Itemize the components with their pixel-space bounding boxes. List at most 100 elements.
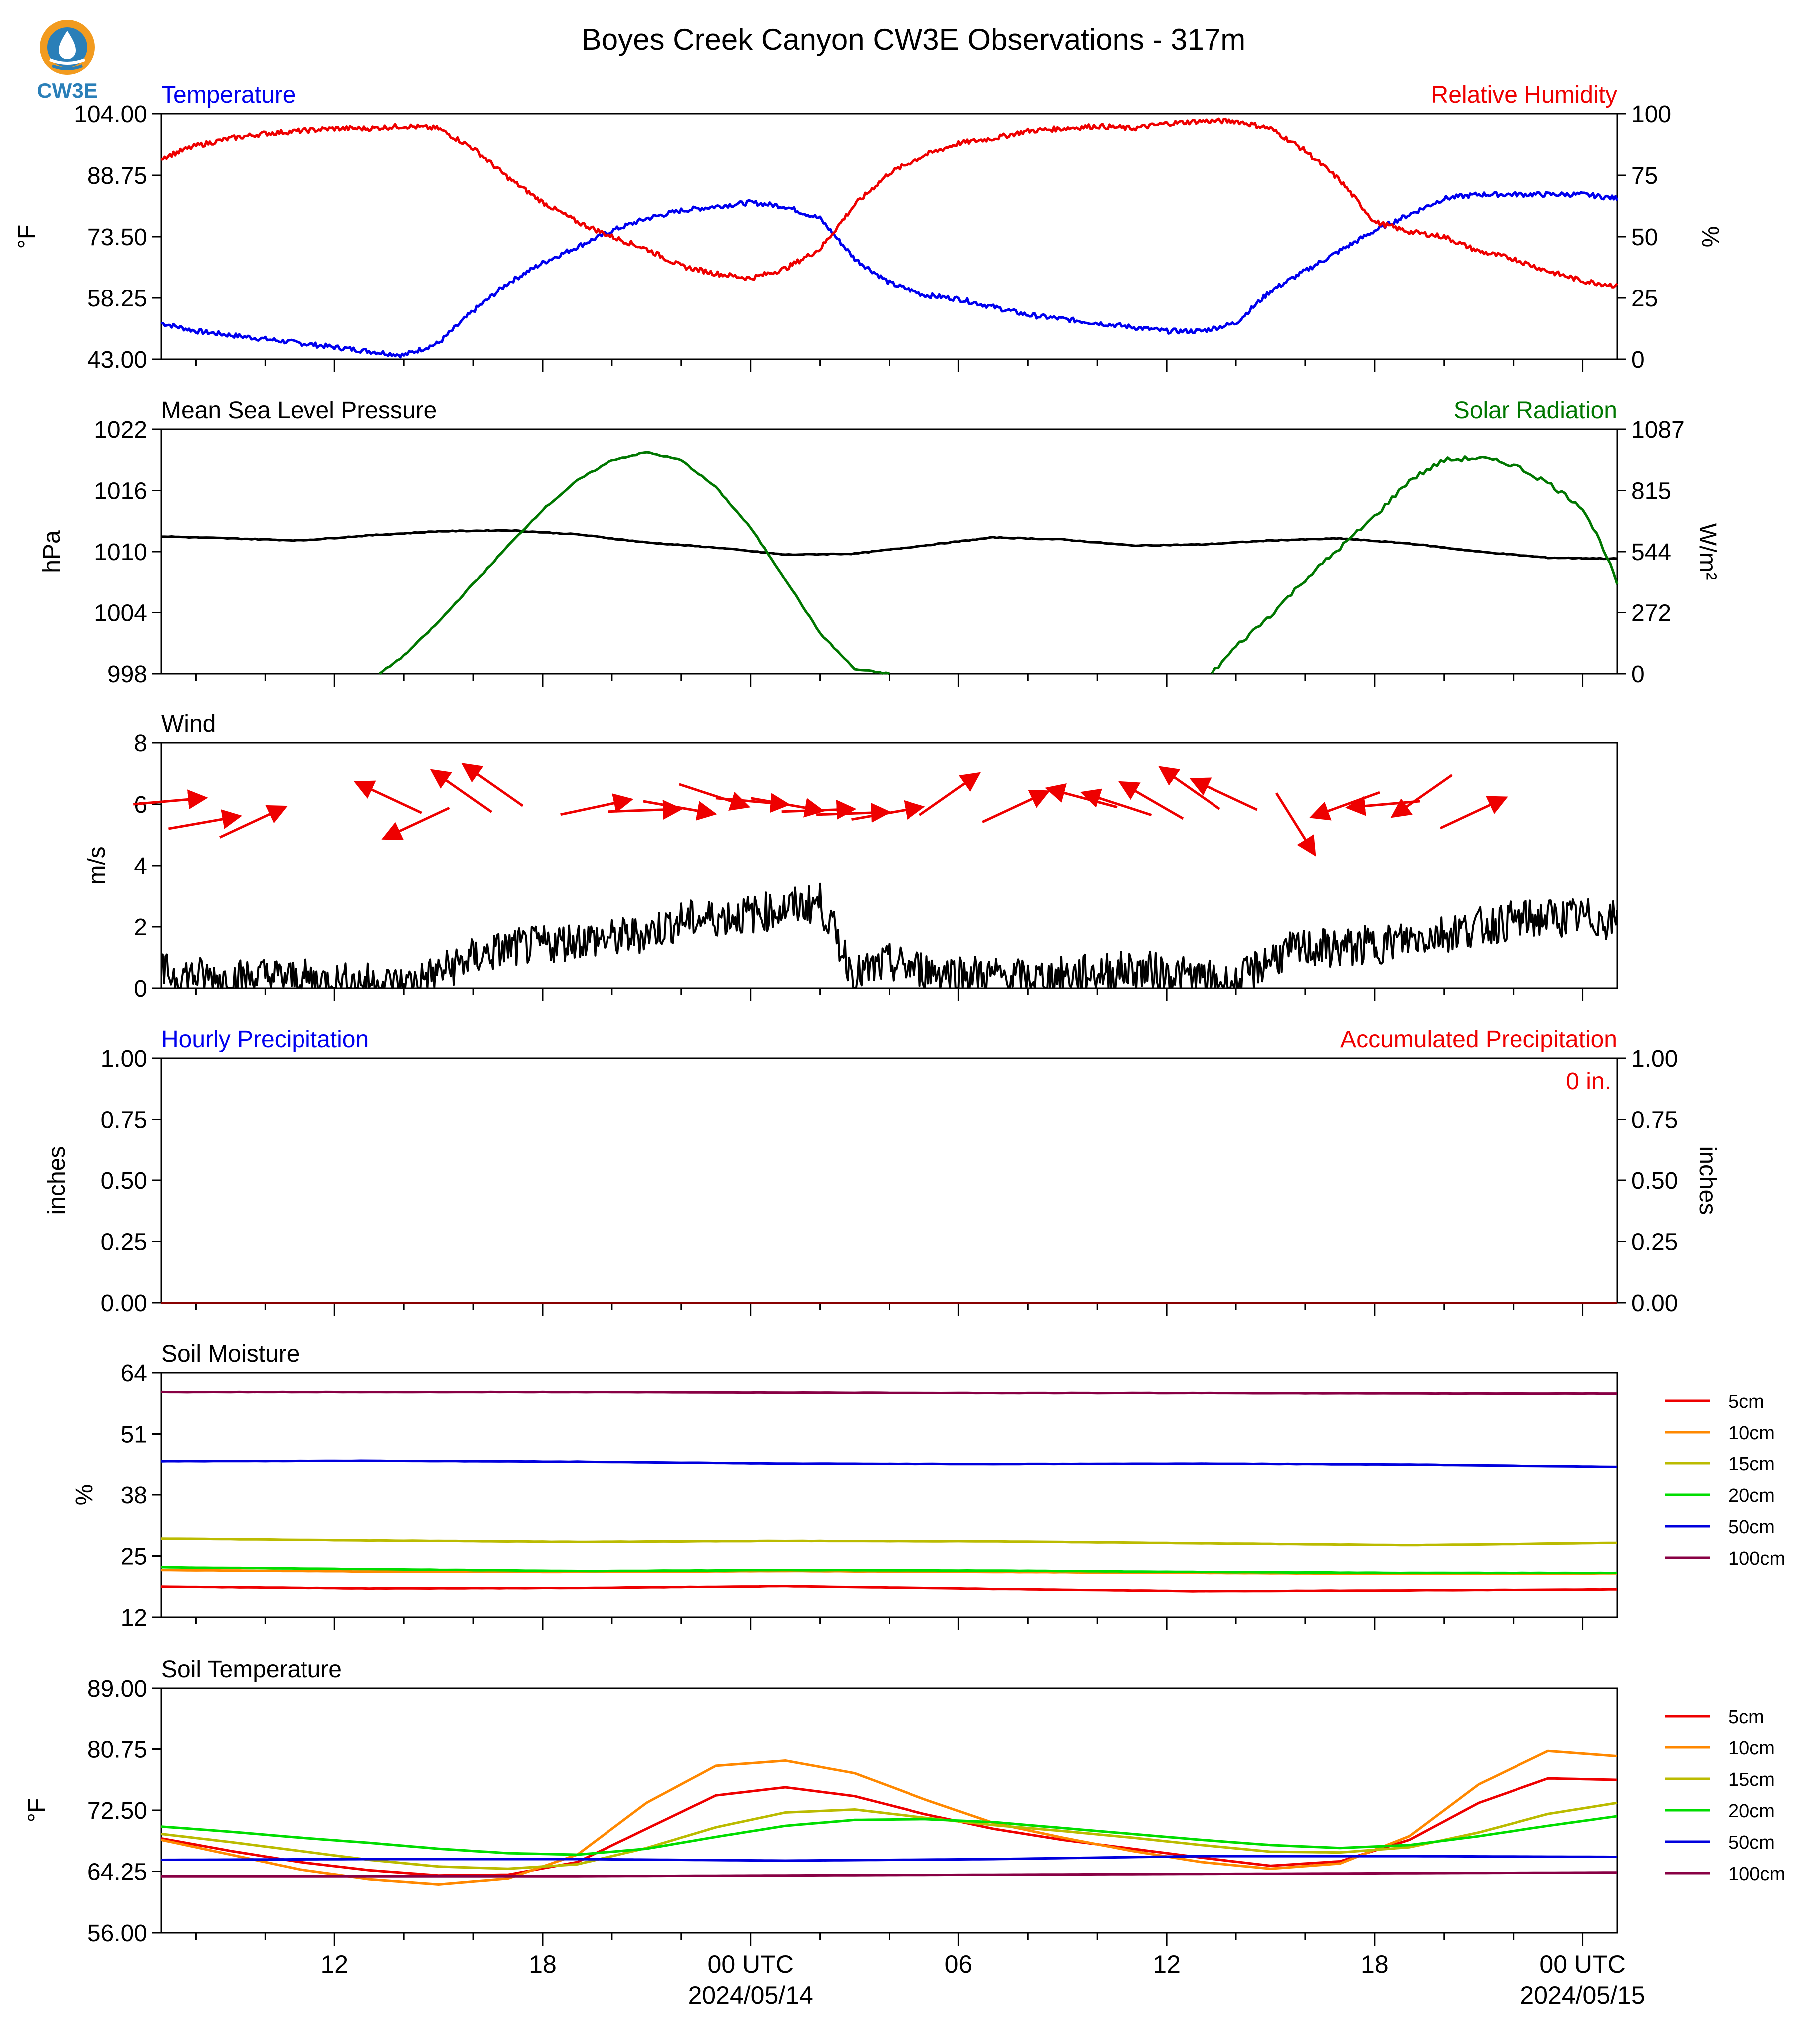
precip-left-tick-label: 0.25	[101, 1229, 147, 1256]
temp_rh-right-unit: %	[1697, 226, 1723, 248]
wind-arrow	[133, 789, 208, 810]
precip-right-unit: inches	[1694, 1146, 1721, 1215]
pressure_solar-right-unit: W/m²	[1694, 523, 1721, 580]
solar-radiation-line-day1	[379, 451, 890, 675]
soil_moisture-left-tick-label: 51	[121, 1422, 147, 1448]
wind-left-unit: m/s	[84, 846, 110, 884]
pressure_solar-left-tick-label: 998	[107, 661, 147, 688]
wind-arrow	[430, 769, 493, 813]
x-tick-label: 12	[320, 1950, 348, 1978]
wind-arrow	[168, 809, 243, 830]
wind-arrow	[1275, 792, 1316, 857]
pressure_solar-right-tick-label: 0	[1631, 661, 1645, 688]
pressure_solar-right-tick-label: 272	[1631, 600, 1671, 627]
soil-temp-line-100cm	[161, 1871, 1618, 1878]
temp_rh-frame	[160, 113, 1618, 360]
soil-moisture-legend-label: 50cm	[1728, 1517, 1775, 1538]
wind-arrow	[1189, 777, 1258, 811]
soil-moisture-line-50cm	[161, 1459, 1618, 1468]
temp_rh-left-title: Temperature	[161, 82, 296, 108]
temp_rh-left-tick-label: 88.75	[87, 163, 147, 189]
precip-right-tick-label: 0.50	[1631, 1168, 1678, 1194]
temp_rh-left-tick-label: 43.00	[87, 347, 147, 373]
temp_rh-left-tick-label: 58.25	[87, 286, 147, 312]
pressure_solar-left-tick-label: 1016	[94, 478, 147, 505]
chart-title: Boyes Creek Canyon CW3E Observations - 3…	[582, 23, 1246, 56]
soil-moisture-line-5cm	[161, 1585, 1618, 1593]
soil_temp-left-tick-label: 80.75	[87, 1737, 147, 1763]
wind-arrow	[560, 793, 634, 816]
soil-moisture-legend-label: 5cm	[1728, 1391, 1764, 1412]
pressure_solar-frame	[160, 428, 1618, 675]
cw3e-logo: CW3E	[30, 15, 105, 105]
wind-arrow	[643, 800, 717, 821]
wind-arrow	[1390, 774, 1453, 818]
soil_moisture-left-title: Soil Moisture	[161, 1341, 300, 1367]
soil_moisture-left-tick-label: 12	[121, 1605, 147, 1631]
wind-arrow	[982, 790, 1051, 823]
soil-moisture-legend-label: 20cm	[1728, 1485, 1775, 1506]
wind-arrow	[381, 807, 450, 840]
soil-temp-line-15cm	[161, 1801, 1618, 1870]
temp_rh-right-title: Relative Humidity	[1431, 82, 1617, 108]
wind-arrow	[608, 799, 683, 820]
wind-arrow	[1080, 788, 1152, 816]
x-tick-label: 18	[1361, 1950, 1389, 1978]
solar-radiation-line-day2	[1211, 455, 1619, 674]
data-layer	[133, 117, 1619, 1886]
soil-moisture-legend-label: 10cm	[1728, 1423, 1775, 1444]
logo-text: CW3E	[37, 79, 98, 102]
cw3e-logo-icon	[40, 20, 95, 75]
x-tick-label: 00 UTC	[708, 1950, 794, 1978]
soil-temp-legend-label: 50cm	[1728, 1832, 1775, 1853]
wind-arrow	[781, 799, 857, 820]
pressure_solar-left-tick-label: 1022	[94, 417, 147, 443]
temp_rh-left-tick-label: 104.00	[74, 101, 147, 128]
accumulated-precip-value: 0 in.	[1566, 1068, 1611, 1095]
precip-left-tick-label: 1.00	[101, 1046, 147, 1072]
temperature-line	[161, 191, 1619, 359]
temp_rh-right-tick-label: 100	[1631, 101, 1671, 128]
soil-temp-legend-label: 15cm	[1728, 1769, 1775, 1790]
x-tick-label: 00 UTC	[1539, 1950, 1625, 1978]
pressure_solar-left-unit: hPa	[39, 530, 65, 573]
wind-arrow	[353, 780, 422, 814]
precip-right-tick-label: 0.75	[1631, 1107, 1678, 1134]
soil-moisture-legend-label: 15cm	[1728, 1454, 1775, 1475]
soil-temp-legend-label: 10cm	[1728, 1738, 1775, 1759]
precip-right-tick-label: 0.00	[1631, 1290, 1678, 1317]
wind-left-tick-label: 0	[134, 976, 147, 1002]
soil-temp-line-10cm	[161, 1749, 1618, 1886]
soil_temp-left-title: Soil Temperature	[161, 1656, 342, 1683]
soil_temp-left-tick-label: 56.00	[87, 1920, 147, 1947]
temp_rh-right-tick-label: 75	[1631, 163, 1658, 189]
temp_rh-right-tick-label: 50	[1631, 224, 1658, 251]
soil_temp-left-tick-label: 89.00	[87, 1676, 147, 1702]
soil-temp-legend-label: 100cm	[1728, 1864, 1785, 1885]
soil_moisture-left-tick-label: 25	[121, 1544, 147, 1570]
soil_moisture-left-tick-label: 38	[121, 1482, 147, 1509]
wind-speed-line	[161, 882, 1618, 989]
soil_moisture-left-tick-label: 64	[121, 1360, 147, 1387]
precip-right-title: Accumulated Precipitation	[1340, 1026, 1617, 1053]
wind-arrow	[851, 800, 925, 821]
precip-right-tick-label: 1.00	[1631, 1046, 1678, 1072]
wind-arrow	[1118, 781, 1184, 820]
wind-left-tick-label: 2	[134, 914, 147, 941]
soil-temp-line-20cm	[161, 1815, 1618, 1856]
x-tick-label: 12	[1153, 1950, 1181, 1978]
wind-arrow	[750, 797, 825, 818]
soil-moisture-line-15cm	[161, 1537, 1618, 1547]
soil-moisture-legend-label: 100cm	[1728, 1548, 1785, 1569]
wind-left-tick-label: 4	[134, 853, 147, 879]
x-tick-label: 18	[529, 1950, 557, 1978]
wind-left-tick-label: 8	[134, 730, 147, 757]
pressure_solar-right-tick-label: 1087	[1631, 417, 1685, 443]
wind-arrow	[816, 803, 892, 823]
soil_moisture-frame	[160, 1372, 1618, 1618]
pressure_solar-left-tick-label: 1010	[94, 539, 147, 566]
wind-arrow	[1309, 791, 1380, 821]
wind-arrow	[918, 772, 981, 816]
soil-moisture-line-20cm	[161, 1566, 1618, 1575]
